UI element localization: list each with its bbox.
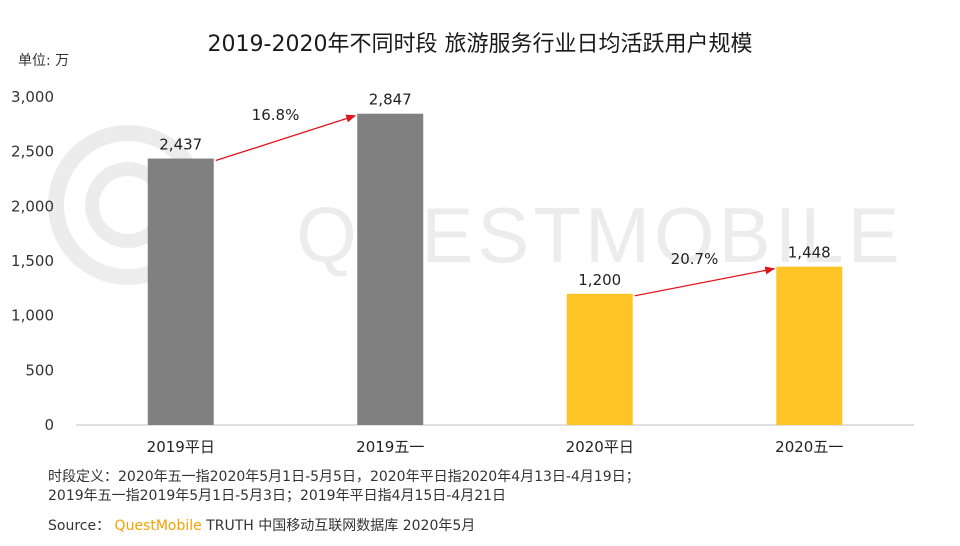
- y-tick-label: 3,000: [11, 88, 54, 106]
- y-tick-label: 500: [25, 361, 54, 379]
- unit-label: 单位: 万: [18, 53, 70, 69]
- growth-arrow: [215, 114, 357, 162]
- growth-arrow: [634, 266, 776, 297]
- category-label: 2020五一: [775, 438, 843, 456]
- bar: [566, 293, 633, 425]
- source-line: Source： QuestMobile TRUTH 中国移动互联网数据库 202…: [48, 515, 475, 535]
- data-label: 2,437: [159, 136, 202, 154]
- data-label: 2,847: [369, 91, 412, 109]
- y-tick-label: 2,000: [11, 197, 54, 215]
- category-label: 2019平日: [147, 438, 215, 456]
- category-label: 2020平日: [566, 438, 634, 456]
- y-tick-label: 2,500: [11, 143, 54, 161]
- growth-label: 20.7%: [671, 250, 719, 268]
- source-brand: QuestMobile: [114, 518, 202, 534]
- chart-title: 2019-2020年不同时段 旅游服务行业日均活跃用户规模: [207, 32, 753, 57]
- bar: [147, 158, 214, 425]
- footnote-line2: 2019年五一指2019年5月1日-5月3日；2019年平日指4月15日-4月2…: [48, 488, 507, 504]
- growth-label: 16.8%: [252, 106, 300, 124]
- y-tick-label: 0: [44, 416, 54, 434]
- source-prefix: Source：: [48, 518, 111, 534]
- y-tick-label: 1,500: [11, 252, 54, 270]
- footnote-line1: 时段定义：2020年五一指2020年5月1日-5月5日，2020年平日指2020…: [48, 469, 640, 485]
- bar: [776, 266, 843, 425]
- y-tick-label: 1,000: [11, 307, 54, 325]
- category-label: 2019五一: [356, 438, 424, 456]
- bar: [357, 113, 424, 425]
- data-label: 1,448: [788, 244, 831, 262]
- data-label: 1,200: [578, 271, 621, 289]
- source-rest: TRUTH 中国移动互联网数据库 2020年5月: [206, 518, 476, 534]
